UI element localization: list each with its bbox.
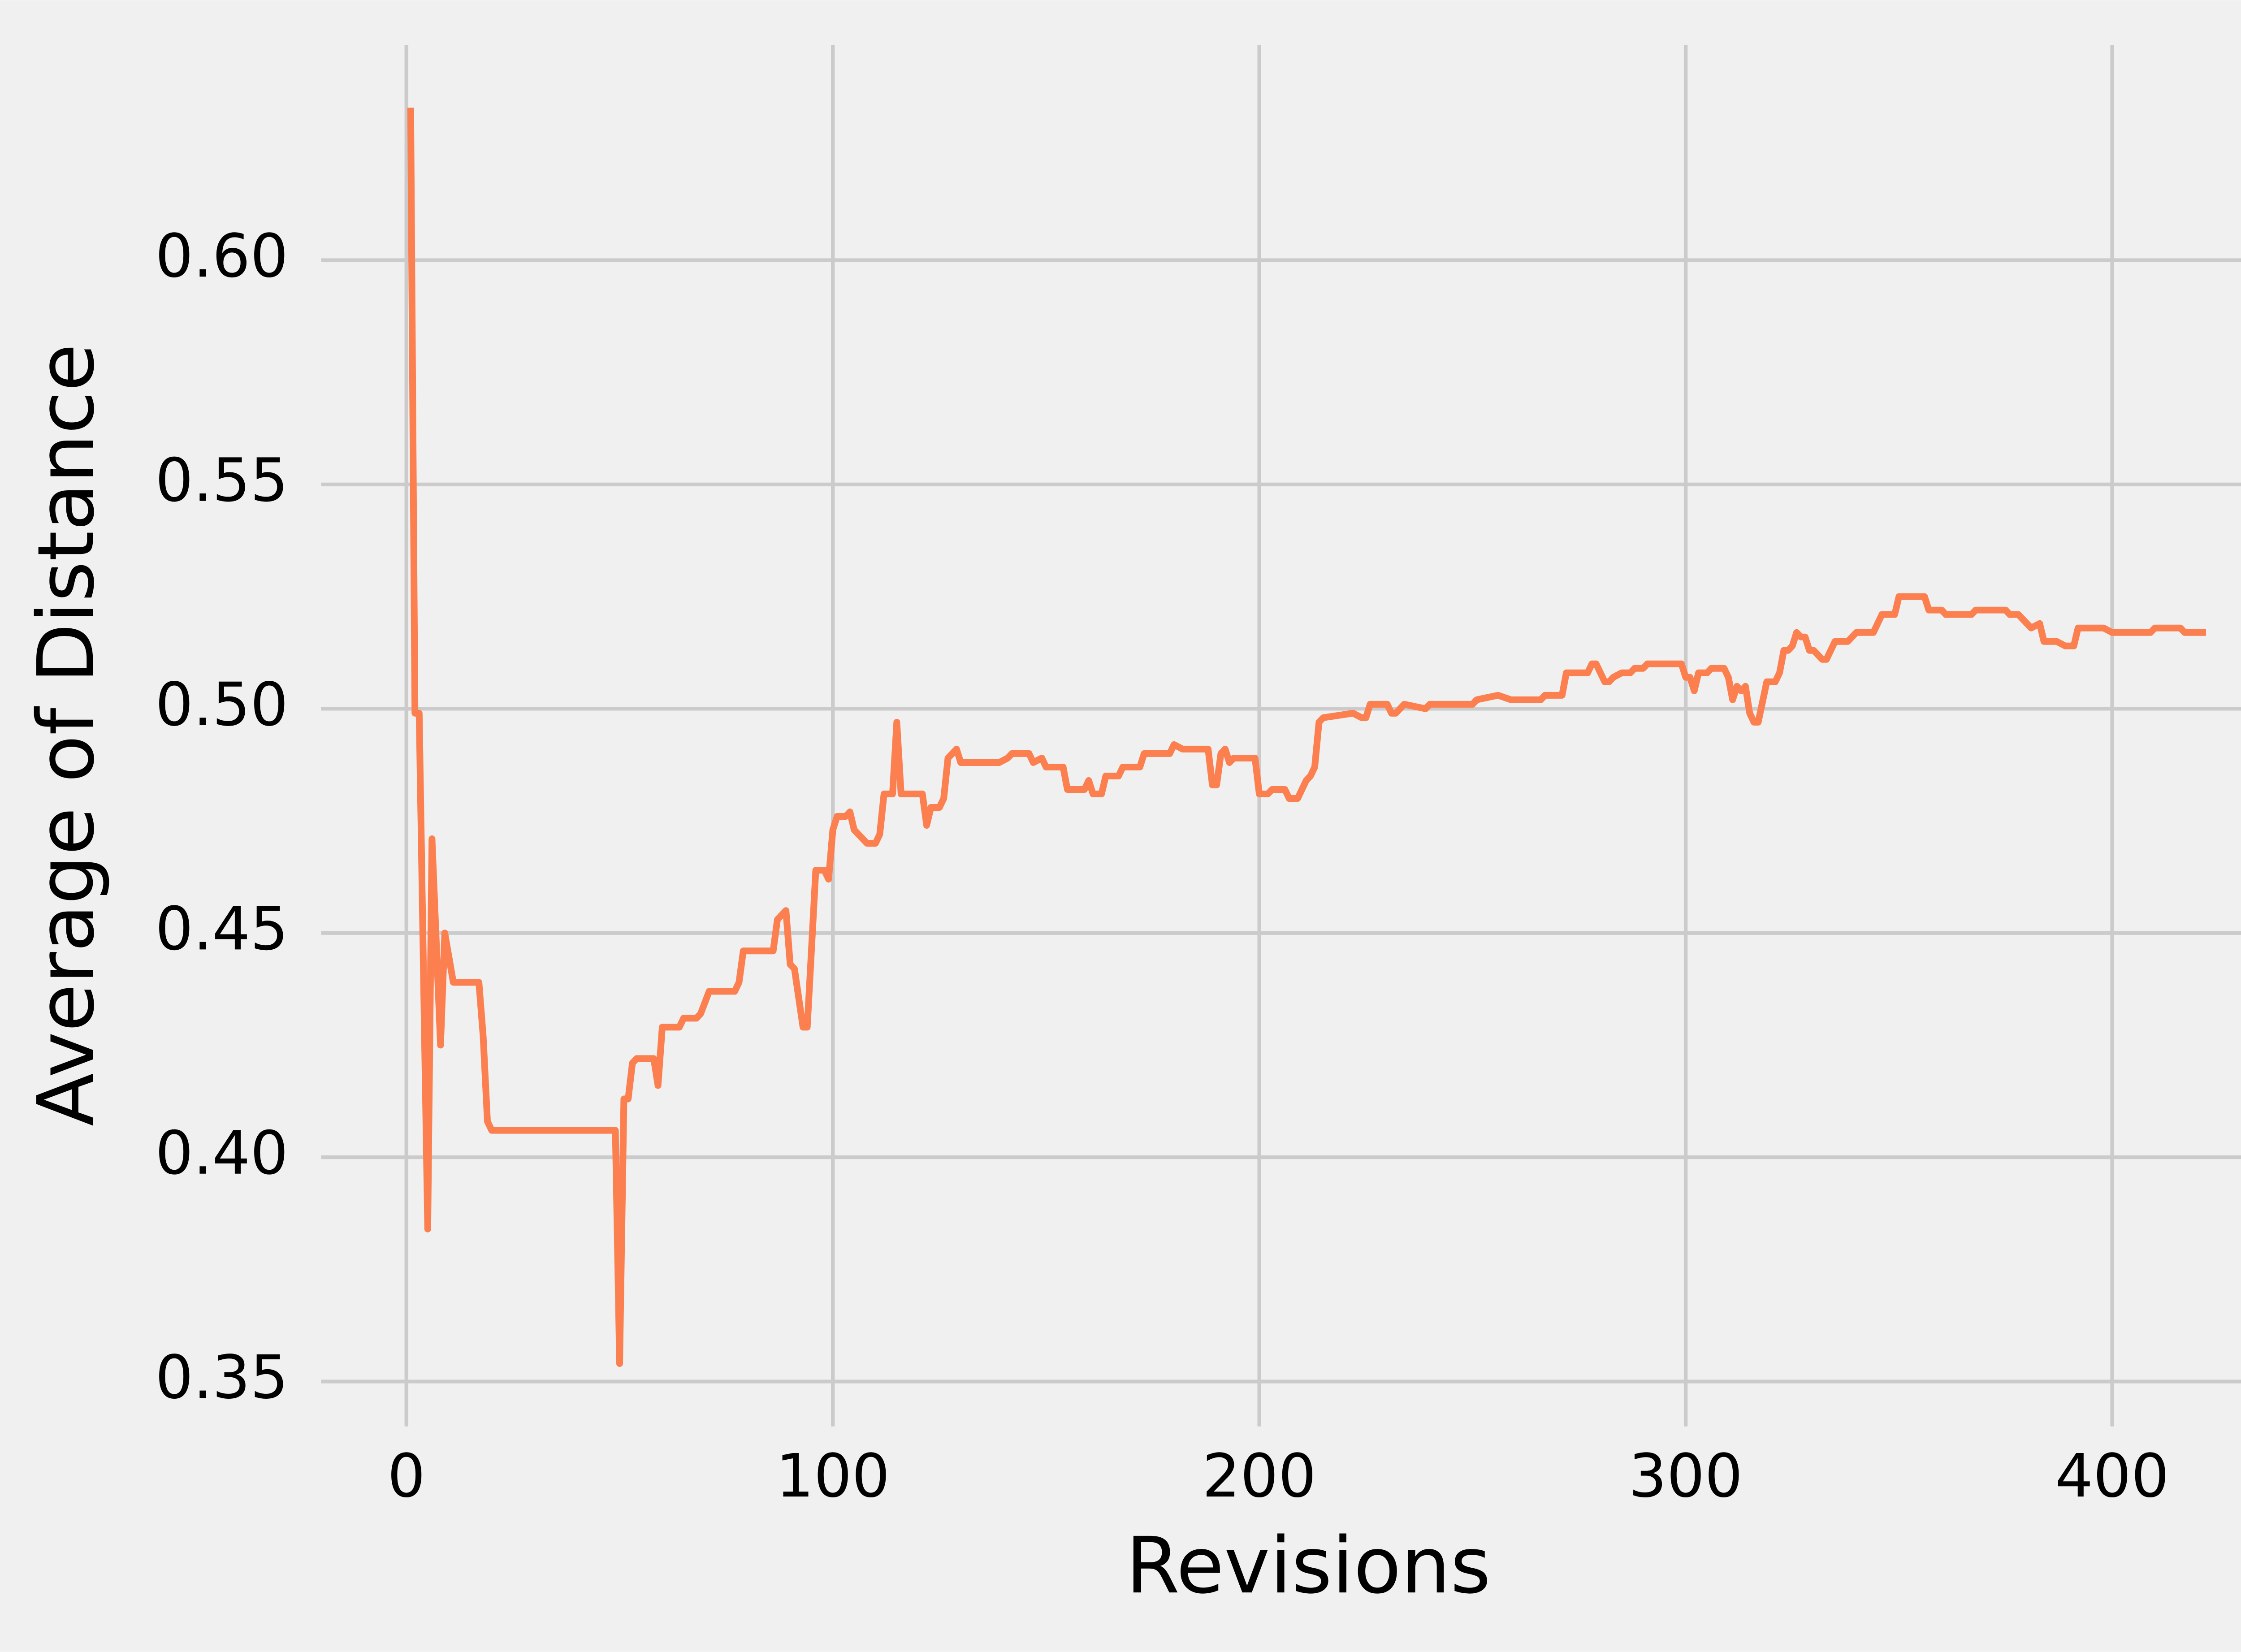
- y-tick-label: 0.35: [155, 1343, 288, 1412]
- y-tick-label: 0.60: [155, 221, 288, 291]
- x-tick-label: 200: [1202, 1441, 1316, 1511]
- y-tick-label: 0.50: [155, 670, 288, 740]
- x-axis-label: Revisions: [1126, 1520, 1491, 1611]
- y-tick-label: 0.40: [155, 1119, 288, 1188]
- plot: [407, 108, 2206, 1367]
- x-tick-label: 100: [776, 1441, 890, 1511]
- line: [407, 108, 2206, 1367]
- y-tick-label: 0.45: [155, 894, 288, 964]
- y-tick-label: 0.55: [155, 446, 288, 515]
- y-axis-label: Average of Distance: [21, 344, 111, 1126]
- grid: [321, 45, 2241, 1427]
- x-tick-label: 300: [1629, 1441, 1743, 1511]
- x-tick-label: 0: [387, 1441, 425, 1511]
- x-tick-label: 400: [2055, 1441, 2169, 1511]
